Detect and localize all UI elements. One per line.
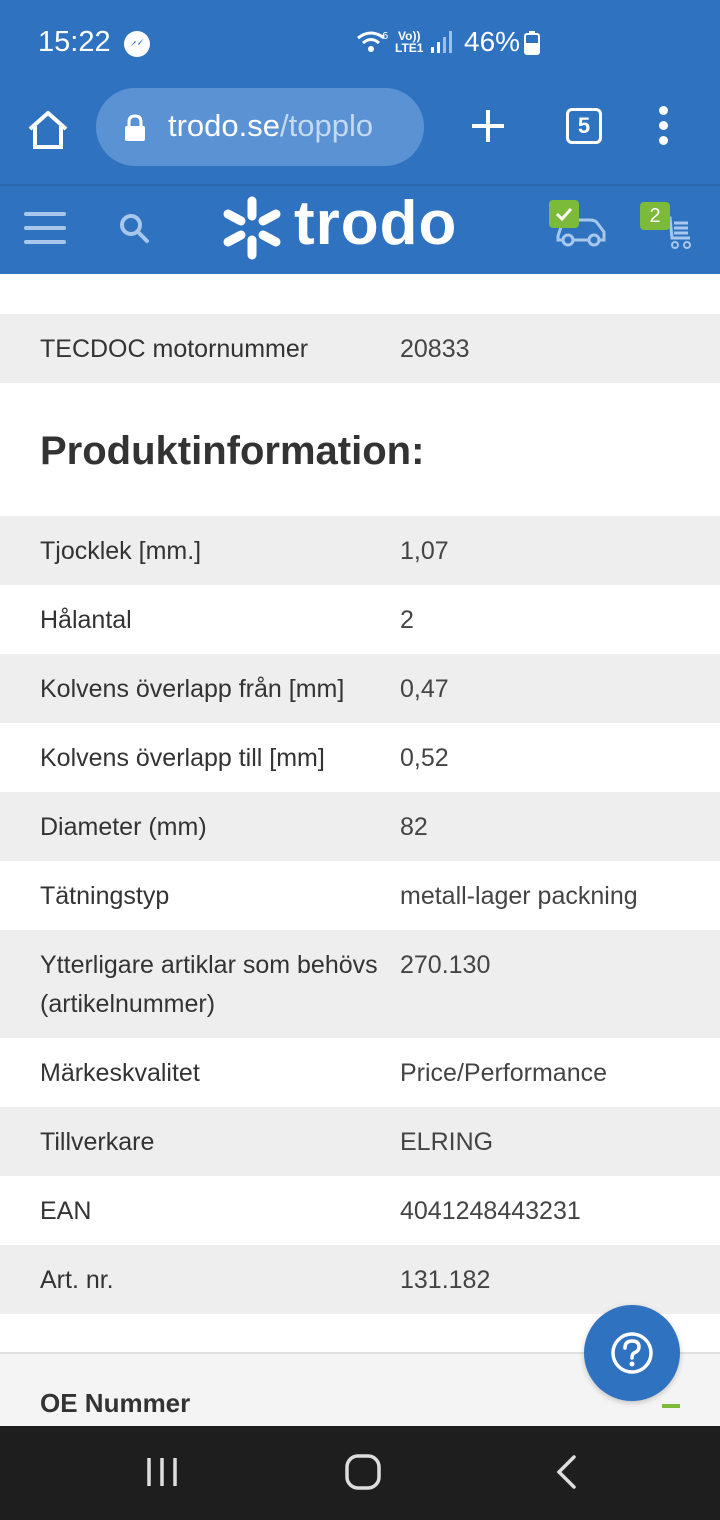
- spec-value: 270.130: [400, 951, 491, 979]
- logo-text: trodo: [294, 189, 458, 258]
- spec-row: Kolvens överlapp från [mm] 0,47: [0, 654, 720, 723]
- logo-snowflake-icon: [223, 196, 281, 260]
- spec-label: Kolvens överlapp till [mm]: [40, 744, 325, 772]
- spec-label: Tillverkare: [40, 1128, 155, 1156]
- trodo-logo[interactable]: trodo: [220, 189, 456, 262]
- battery-icon: [524, 31, 540, 55]
- spec-label: Tätningstyp: [40, 882, 170, 910]
- spec-row: Art. nr. 131.182: [0, 1245, 720, 1314]
- plus-icon: [472, 110, 504, 142]
- spec-value: Price/Performance: [400, 1059, 608, 1087]
- spec-row: Diameter (mm) 82: [0, 792, 720, 861]
- cart-count-badge: 2: [640, 202, 670, 230]
- volte-indicator: Vo)) LTE1: [395, 29, 424, 55]
- spec-value: ELRING: [400, 1128, 494, 1156]
- collapse-minus-icon[interactable]: [662, 1404, 680, 1408]
- address-bar[interactable]: trodo.se/topplo: [96, 88, 424, 166]
- spec-row: Ytterligare artiklar som behövs (artikel…: [0, 930, 720, 1038]
- spec-value: 0,47: [400, 675, 449, 703]
- spec-label: Tjocklek [mm.]: [40, 537, 202, 565]
- spec-row-motor: TECDOC motornummer 20833: [0, 314, 720, 383]
- spec-label: TECDOC motornummer: [40, 335, 309, 363]
- spec-row: Tjocklek [mm.] 1,07: [0, 516, 720, 585]
- help-button[interactable]: [584, 1305, 680, 1401]
- question-mark-icon: [611, 1332, 653, 1374]
- more-menu-button[interactable]: [656, 106, 670, 148]
- battery-percentage: 46%: [464, 26, 521, 57]
- car-selected-check-icon: [549, 200, 579, 228]
- home-button[interactable]: [26, 108, 70, 152]
- url-text: trodo.se/topplo: [168, 108, 374, 143]
- signal-icon: [430, 30, 454, 59]
- spec-label: Hålantal: [40, 606, 132, 634]
- product-details: TECDOC motornummer 20833 Produktinformat…: [0, 272, 720, 1314]
- spec-label: Märkeskvalitet: [40, 1059, 200, 1087]
- spec-label: Diameter (mm): [40, 813, 207, 841]
- tab-switcher-button[interactable]: 5: [566, 108, 602, 144]
- site-header: trodo 2: [0, 184, 720, 274]
- spec-row: Tillverkare ELRING: [0, 1107, 720, 1176]
- spec-value: 4041248443231: [400, 1197, 581, 1225]
- messenger-icon: [124, 31, 150, 57]
- back-icon[interactable]: [554, 1454, 578, 1495]
- spec-row: Märkeskvalitet Price/Performance: [0, 1038, 720, 1107]
- browser-toolbar: trodo.se/topplo 5: [0, 88, 720, 184]
- spec-row: Hålantal 2: [0, 585, 720, 654]
- svg-text:6: 6: [382, 31, 388, 42]
- spec-value: 20833: [400, 335, 470, 363]
- spec-value: 2: [400, 606, 414, 634]
- status-time: 15:22: [38, 26, 111, 58]
- spec-value: 1,07: [400, 537, 449, 565]
- new-tab-button[interactable]: [468, 106, 508, 146]
- spec-label: EAN: [40, 1197, 92, 1225]
- system-navigation-bar: [0, 1426, 720, 1520]
- spec-value: 0,52: [400, 744, 449, 772]
- spec-value: 131.182: [400, 1266, 491, 1294]
- spec-label: Ytterligare artiklar som behövs (artikel…: [40, 951, 378, 1018]
- hamburger-menu-icon[interactable]: [24, 212, 66, 244]
- status-bar: 15:22 6 Vo)) LTE1 46%: [0, 0, 720, 88]
- spec-row: Tätningstyp metall-lager packning: [0, 861, 720, 930]
- spec-label: Kolvens överlapp från [mm]: [40, 675, 345, 703]
- home-nav-icon[interactable]: [345, 1454, 381, 1495]
- oe-number-title: OE Nummer: [40, 1388, 191, 1418]
- lock-icon: [124, 114, 146, 147]
- spec-label: Art. nr.: [40, 1266, 114, 1294]
- spec-table: Tjocklek [mm.] 1,07 Hålantal 2 Kolvens ö…: [0, 516, 720, 1314]
- spec-value: metall-lager packning: [400, 882, 638, 910]
- spec-value: 82: [400, 813, 428, 841]
- section-heading: Produktinformation:: [40, 429, 425, 473]
- wifi-icon: 6: [356, 30, 390, 61]
- search-icon[interactable]: [118, 212, 150, 249]
- recents-icon[interactable]: [146, 1456, 178, 1493]
- spec-row: Kolvens överlapp till [mm] 0,52: [0, 723, 720, 792]
- home-icon: [28, 111, 68, 149]
- spec-row: EAN 4041248443231: [0, 1176, 720, 1245]
